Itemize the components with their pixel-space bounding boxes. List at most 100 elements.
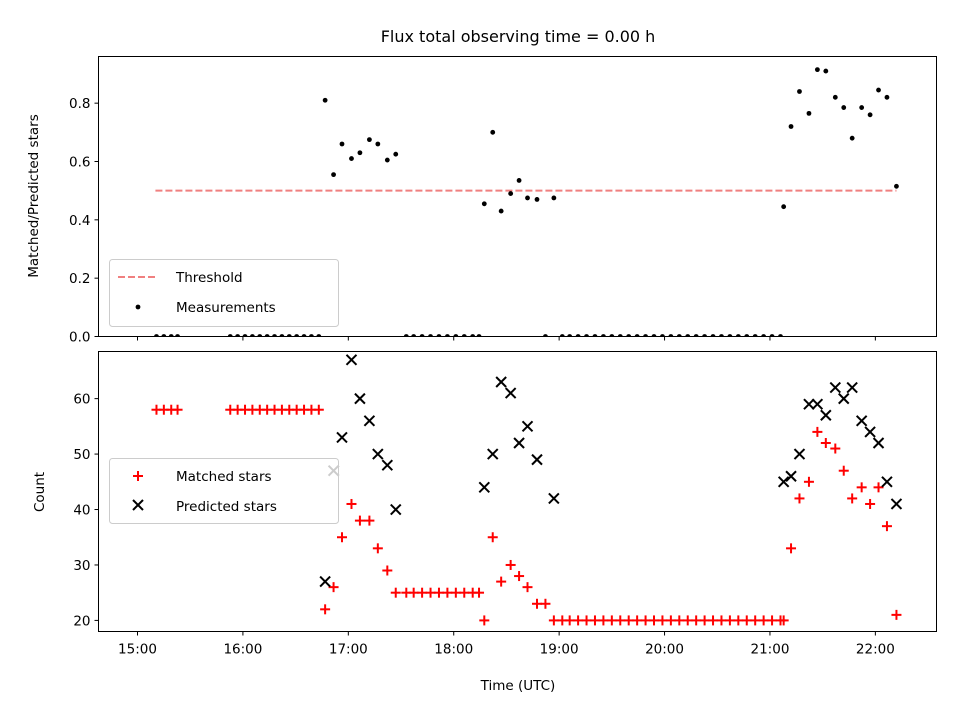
matched-star-marker [336, 532, 347, 543]
bottom-legend-box [109, 458, 339, 524]
measurement-point [279, 334, 285, 337]
predicted-star-marker [777, 476, 790, 488]
measurement-point [752, 334, 758, 337]
matched-star-marker [514, 571, 525, 582]
matched-star-marker [665, 615, 676, 626]
measurement-point [272, 334, 277, 337]
measurement-point [626, 334, 632, 337]
measurement-point [727, 334, 733, 337]
matched-star-marker [699, 615, 710, 626]
predicted-star-marker [785, 470, 797, 482]
matched-star-marker [522, 582, 533, 593]
predicted-star-marker [881, 476, 893, 488]
measurement-point [154, 334, 159, 337]
matched-star-marker [750, 615, 761, 626]
predicted-star-marker [793, 448, 806, 460]
matched-star-marker [417, 587, 428, 598]
matched-star-marker [496, 576, 507, 587]
measurement-point [543, 334, 548, 337]
matched-star-marker [758, 615, 769, 626]
matched-star-marker [812, 426, 823, 437]
matched-star-marker [649, 615, 660, 626]
bottom-y-tick-label: 50 [73, 447, 90, 463]
x-tick-label: 22:00 [856, 642, 895, 658]
matched-star-marker [479, 615, 490, 626]
bottom-axes: 20 30 40 50 60 15:00 16:00 17:00 18:00 19:00 20:0… [32, 351, 937, 694]
matched-star-marker [733, 615, 744, 626]
measurement-point [660, 334, 665, 337]
x-tick-label: 18:00 [434, 642, 473, 658]
top-data-marks [154, 67, 899, 337]
matched-star-marker [320, 604, 331, 615]
bottom-y-tick-label: 20 [73, 613, 90, 629]
matched-star-marker [891, 609, 902, 620]
x-axis-label: Time (UTC) [480, 678, 556, 694]
measurement-point [575, 334, 581, 337]
predicted-star-marker [803, 398, 815, 410]
matched-star-marker [459, 587, 470, 598]
predicted-star-marker [531, 453, 543, 466]
measurement-point [227, 334, 233, 337]
matched-star-marker [172, 404, 183, 415]
predicted-star-marker [890, 498, 903, 510]
measurement-point [349, 156, 354, 161]
bottom-series [151, 404, 902, 626]
matched-star-marker [606, 615, 617, 626]
matched-star-marker [474, 587, 485, 598]
matched-star-marker [708, 615, 719, 626]
matched-star-marker [425, 587, 436, 598]
top-y-tick-label: 0.0 [69, 330, 90, 346]
matched-star-marker [390, 587, 401, 598]
measurement-point [436, 334, 442, 337]
bottom-y-ticks: 20 30 40 50 60 [73, 392, 99, 629]
x-tick-label: 20:00 [645, 642, 684, 658]
matched-star-marker [691, 615, 702, 626]
measurement-point [832, 94, 838, 100]
matched-star-marker [682, 615, 693, 626]
bottom-legend: Matched stars Predicted stars [109, 458, 339, 524]
bottom-y-axis-label: Count [32, 472, 48, 512]
measurement-point [884, 94, 890, 100]
predicted-star-marker [504, 387, 517, 399]
measurement-point [788, 124, 794, 129]
matched-star-marker [881, 521, 892, 532]
predicted-star-marker [345, 354, 358, 366]
top-x-ticks [137, 336, 876, 341]
bottom-plot-frame [98, 351, 937, 632]
measurement-point [609, 334, 615, 337]
matched-star-marker [847, 493, 858, 504]
measurements-legend-label: Measurements [176, 300, 276, 316]
measurement-point [403, 334, 409, 337]
measurement-point [419, 334, 425, 337]
top-legend: Threshold Measurements [109, 259, 339, 327]
measurement-point [301, 334, 307, 337]
measurement-point [445, 334, 450, 337]
measurement-point [806, 110, 812, 116]
x-tick-label: 19:00 [540, 642, 579, 658]
measurement-point [428, 334, 433, 337]
matched-star-marker [820, 437, 831, 448]
top-plot-frame [98, 56, 937, 337]
matched-star-marker [657, 615, 668, 626]
predicted-legend-label: Predicted stars [176, 499, 277, 515]
bottom-y-tick-label: 40 [73, 503, 90, 519]
predicted-star-marker [513, 437, 525, 449]
measurement-point [375, 141, 381, 147]
measurement-point [735, 334, 741, 337]
matched-star-marker [328, 582, 339, 593]
predicted-star-marker [864, 426, 876, 438]
matched-star-marker [573, 615, 584, 626]
matched-star-marker [724, 615, 735, 626]
measurement-point [592, 334, 598, 337]
top-y-ticks: 0.0 0.2 0.4 0.6 0.8 [69, 96, 99, 346]
matched-star-marker [830, 443, 841, 454]
bottom-y-tick-label: 60 [73, 392, 90, 408]
measurement-point [242, 334, 248, 337]
matched-star-marker [640, 615, 651, 626]
measurement-point [781, 204, 787, 210]
matched-star-marker [794, 493, 805, 504]
matched-star-marker [716, 615, 727, 626]
measurement-point [534, 197, 540, 202]
measurement-point [525, 195, 530, 201]
x-tick-label: 16:00 [223, 642, 262, 658]
